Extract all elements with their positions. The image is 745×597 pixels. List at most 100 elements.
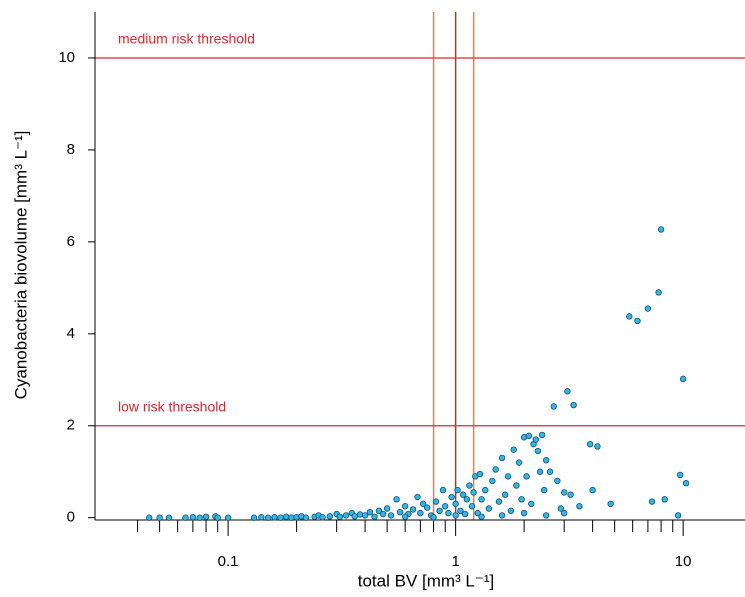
point bbox=[507, 507, 515, 515]
point bbox=[648, 498, 656, 505]
point bbox=[146, 514, 153, 521]
point bbox=[518, 496, 525, 503]
point bbox=[626, 313, 633, 320]
point bbox=[419, 500, 427, 508]
point bbox=[466, 482, 473, 489]
point bbox=[498, 454, 506, 462]
point bbox=[576, 503, 583, 510]
point bbox=[439, 486, 447, 494]
point bbox=[366, 508, 374, 516]
point bbox=[214, 514, 221, 521]
point bbox=[495, 498, 503, 505]
point bbox=[302, 514, 310, 521]
point bbox=[510, 446, 517, 453]
point bbox=[525, 432, 533, 440]
point bbox=[520, 509, 528, 517]
point bbox=[396, 508, 404, 516]
point bbox=[224, 514, 232, 521]
x-tick-label: 0.1 bbox=[218, 553, 239, 570]
point bbox=[424, 504, 431, 511]
point bbox=[485, 505, 493, 512]
point bbox=[264, 514, 272, 521]
point bbox=[375, 507, 383, 515]
point bbox=[474, 509, 481, 517]
point bbox=[383, 505, 391, 512]
point bbox=[682, 480, 690, 487]
point bbox=[542, 512, 550, 519]
point bbox=[657, 226, 665, 233]
point bbox=[492, 466, 499, 473]
point bbox=[430, 514, 437, 521]
x-tick-label: 1 bbox=[451, 553, 459, 570]
y-tick-label: 4 bbox=[67, 325, 75, 342]
point bbox=[536, 468, 544, 475]
point bbox=[448, 493, 455, 501]
point bbox=[379, 510, 387, 518]
point bbox=[532, 436, 539, 443]
y-axis-title: Cyanobacteria biovolume [mm³ L⁻¹] bbox=[11, 131, 30, 400]
point bbox=[655, 289, 662, 296]
point bbox=[393, 496, 400, 503]
threshold-label: medium risk threshold bbox=[118, 31, 255, 47]
point bbox=[342, 512, 350, 519]
point bbox=[676, 471, 684, 479]
point bbox=[202, 513, 210, 520]
y-tick-label: 6 bbox=[67, 233, 75, 250]
point bbox=[478, 513, 485, 520]
point bbox=[457, 507, 464, 515]
point bbox=[570, 401, 577, 409]
point bbox=[417, 509, 424, 517]
point bbox=[489, 477, 496, 485]
point bbox=[513, 482, 520, 489]
point bbox=[468, 503, 476, 510]
point bbox=[182, 514, 189, 521]
point bbox=[436, 507, 443, 515]
point bbox=[542, 457, 550, 464]
point bbox=[476, 470, 484, 478]
point bbox=[189, 514, 197, 521]
y-tick-label: 2 bbox=[67, 417, 75, 434]
point bbox=[534, 447, 542, 455]
point bbox=[560, 489, 568, 496]
point bbox=[401, 503, 409, 510]
point bbox=[356, 511, 364, 518]
point bbox=[271, 514, 278, 521]
point bbox=[470, 489, 477, 496]
point bbox=[371, 513, 378, 520]
point bbox=[557, 505, 565, 512]
point bbox=[452, 512, 459, 519]
point bbox=[501, 491, 509, 498]
point bbox=[461, 510, 469, 518]
point bbox=[258, 514, 265, 521]
point bbox=[442, 503, 449, 510]
point bbox=[250, 514, 258, 521]
point bbox=[319, 514, 326, 521]
point bbox=[454, 486, 461, 494]
x-tick-label: 10 bbox=[675, 553, 692, 570]
point bbox=[277, 514, 284, 521]
point bbox=[414, 493, 421, 501]
point bbox=[554, 477, 561, 485]
point bbox=[528, 500, 535, 508]
point bbox=[326, 513, 334, 520]
point bbox=[460, 491, 467, 498]
point bbox=[515, 459, 523, 466]
point bbox=[336, 513, 344, 520]
point bbox=[586, 440, 594, 448]
point bbox=[156, 514, 163, 521]
point bbox=[452, 500, 459, 508]
y-tick-label: 8 bbox=[67, 141, 75, 158]
point bbox=[607, 500, 614, 508]
point bbox=[589, 486, 596, 494]
point bbox=[196, 514, 203, 521]
point bbox=[644, 305, 652, 312]
point bbox=[661, 496, 668, 503]
point bbox=[351, 513, 358, 520]
point bbox=[445, 509, 452, 517]
point bbox=[504, 473, 512, 480]
point bbox=[674, 512, 682, 519]
point bbox=[478, 496, 485, 503]
threshold-label: low risk threshold bbox=[118, 398, 226, 414]
y-tick-label: 10 bbox=[58, 49, 75, 66]
